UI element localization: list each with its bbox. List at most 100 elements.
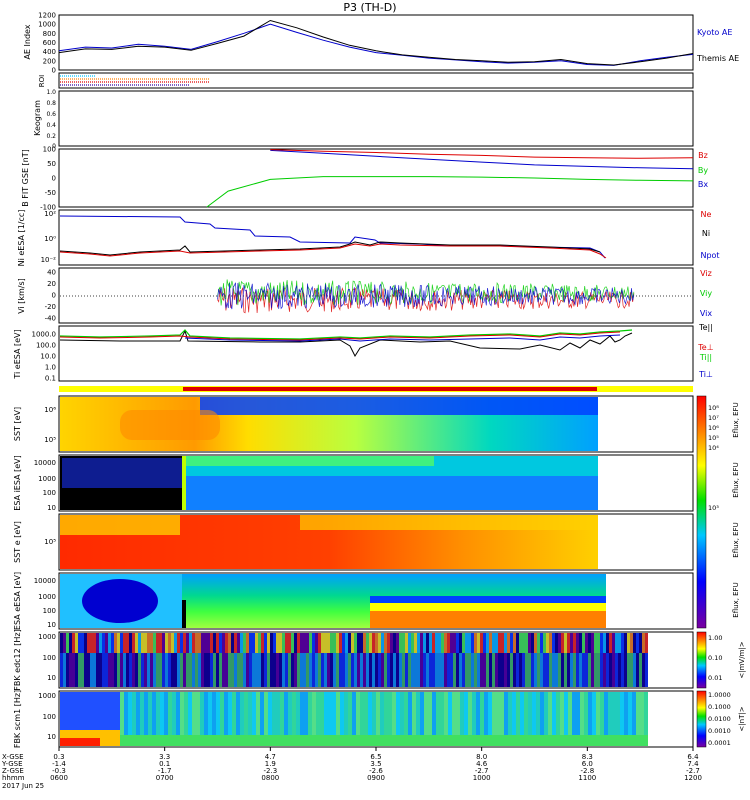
velocity-series-vix <box>217 282 635 310</box>
fbk-e-stripe <box>402 653 405 687</box>
sst-ion-tick-2: 10⁵ <box>44 436 56 444</box>
fbk-e-stripe <box>453 653 456 687</box>
fbk-e-stripe <box>627 653 630 687</box>
fbk-b-stripe <box>584 692 588 735</box>
fbk-e-stripe <box>465 653 468 687</box>
fbk-e-stripe <box>111 633 114 653</box>
temp-tick: 10.0 <box>40 353 56 361</box>
fbk-e-stripe <box>219 653 222 687</box>
fbk-e-stripe <box>606 653 609 687</box>
fbk-b-stripe <box>164 692 168 735</box>
fbk-e-stripe <box>252 633 255 653</box>
fbk-b-stripe <box>552 692 556 735</box>
fbk-e-stripe <box>549 633 552 653</box>
fbk-e-stripe <box>69 633 72 653</box>
fbk-e-stripe <box>621 633 624 653</box>
fbk-e-stripe <box>195 653 198 687</box>
fbk-b-stripe <box>136 692 140 735</box>
fbk-b-stripe <box>444 692 448 735</box>
fbk-b-stripe <box>192 692 196 735</box>
fbk-e-stripe <box>366 633 369 653</box>
fbk-e-stripe <box>528 633 531 653</box>
fbk-b-stripe <box>288 692 292 735</box>
fbk-e-stripe <box>582 633 585 653</box>
fbk-e-stripe <box>594 653 597 687</box>
fbk-e-stripe <box>60 633 63 653</box>
fbk-b-stripe <box>384 692 388 735</box>
fbk-e-stripe <box>636 633 639 653</box>
fbk-b-stripe <box>244 692 248 735</box>
fbk-e-stripe <box>537 633 540 653</box>
fbk-e-stripe <box>228 653 231 687</box>
time-axis-label: 1200 <box>684 774 702 782</box>
fbk-e-stripe <box>399 633 402 653</box>
fbk-e-stripe <box>165 653 168 687</box>
fbk-e-stripe <box>561 653 564 687</box>
fbk-e-stripe <box>303 653 306 687</box>
fbk-e-stripe <box>93 653 96 687</box>
fbk-e-stripe <box>222 633 225 653</box>
time-axis-label: 0600 <box>50 774 68 782</box>
svg-text:0.8: 0.8 <box>46 100 56 107</box>
fbk-e-spectrogram: FBK edc12 [Hz] 1000 100 10 <box>13 629 694 691</box>
cbar-fbk-e-tick-2: 0.10 <box>708 654 722 662</box>
fbk-e-stripe <box>570 653 573 687</box>
time-axis-label: -2.3 <box>263 767 277 775</box>
fbk-e-stripe <box>492 653 495 687</box>
plot-title: P3 (TH-D) <box>343 1 396 14</box>
fbk-e-stripe <box>186 653 189 687</box>
fbk-e-stripe <box>279 633 282 653</box>
fbk-e-stripe <box>204 633 207 653</box>
fbk-e-stripe <box>354 633 357 653</box>
fbk-e-stripe <box>237 653 240 687</box>
fbk-e-stripe <box>387 653 390 687</box>
fbk-e-stripe <box>426 653 429 687</box>
fbk-b-stripe <box>216 692 220 735</box>
fbk-e-stripe <box>438 653 441 687</box>
esa-ion-tick-3: 100 <box>43 489 56 497</box>
cbar-fbk-b-tick-2: 0.1000 <box>708 703 731 711</box>
cbar-eflux-label-3: Eflux, EFU <box>732 522 740 557</box>
fbk-b-stripe <box>412 692 416 735</box>
fbk-e-stripe <box>240 653 243 687</box>
fbk-e-stripe <box>198 633 201 653</box>
fbk-b-stripe <box>348 692 352 735</box>
fbk-e-stripe <box>285 653 288 687</box>
fbk-e-stripe <box>405 653 408 687</box>
fbk-e-stripe <box>333 633 336 653</box>
row-label-z: Z-GSE <box>2 767 24 775</box>
fbk-b-stripe <box>352 692 356 735</box>
fbk-e-stripe <box>177 633 180 653</box>
fbk-e-stripe <box>126 653 129 687</box>
fbk-e-stripe <box>129 653 132 687</box>
fbk-b-stripe <box>532 692 536 735</box>
fbk-e-tick-2: 100 <box>43 654 56 662</box>
fbk-b-stripe <box>560 692 564 735</box>
time-axis-label: -2.6 <box>369 767 383 775</box>
fbk-e-stripe <box>96 633 99 653</box>
fbk-b-stripe <box>276 692 280 735</box>
fbk-e-stripe <box>441 633 444 653</box>
fbk-e-stripe <box>597 633 600 653</box>
fbk-e-stripe <box>327 653 330 687</box>
fbk-e-stripe <box>120 653 123 687</box>
fbk-e-stripe <box>144 633 147 653</box>
fbk-e-stripe <box>495 633 498 653</box>
fbk-b-stripe <box>508 692 512 735</box>
fbk-e-stripe <box>276 633 279 653</box>
fbk-e-stripe <box>375 633 378 653</box>
temp-tick: 100.0 <box>36 342 56 350</box>
fbk-e-stripe <box>327 633 330 653</box>
fbk-e-stripe <box>198 653 201 687</box>
sst-ion-ylabel: SST [eV] <box>13 407 22 441</box>
fbk-b-stripe <box>332 692 336 735</box>
fbk-e-stripe <box>612 633 615 653</box>
fbk-b-stripe <box>336 692 340 735</box>
fbk-e-stripe <box>294 633 297 653</box>
fbk-b-tick-3: 10 <box>47 733 56 741</box>
velocity-ylabel: Vi [km/s] <box>17 278 26 314</box>
fbk-e-stripe <box>381 653 384 687</box>
fbk-e-stripe <box>414 653 417 687</box>
fbk-e-stripe <box>99 653 102 687</box>
